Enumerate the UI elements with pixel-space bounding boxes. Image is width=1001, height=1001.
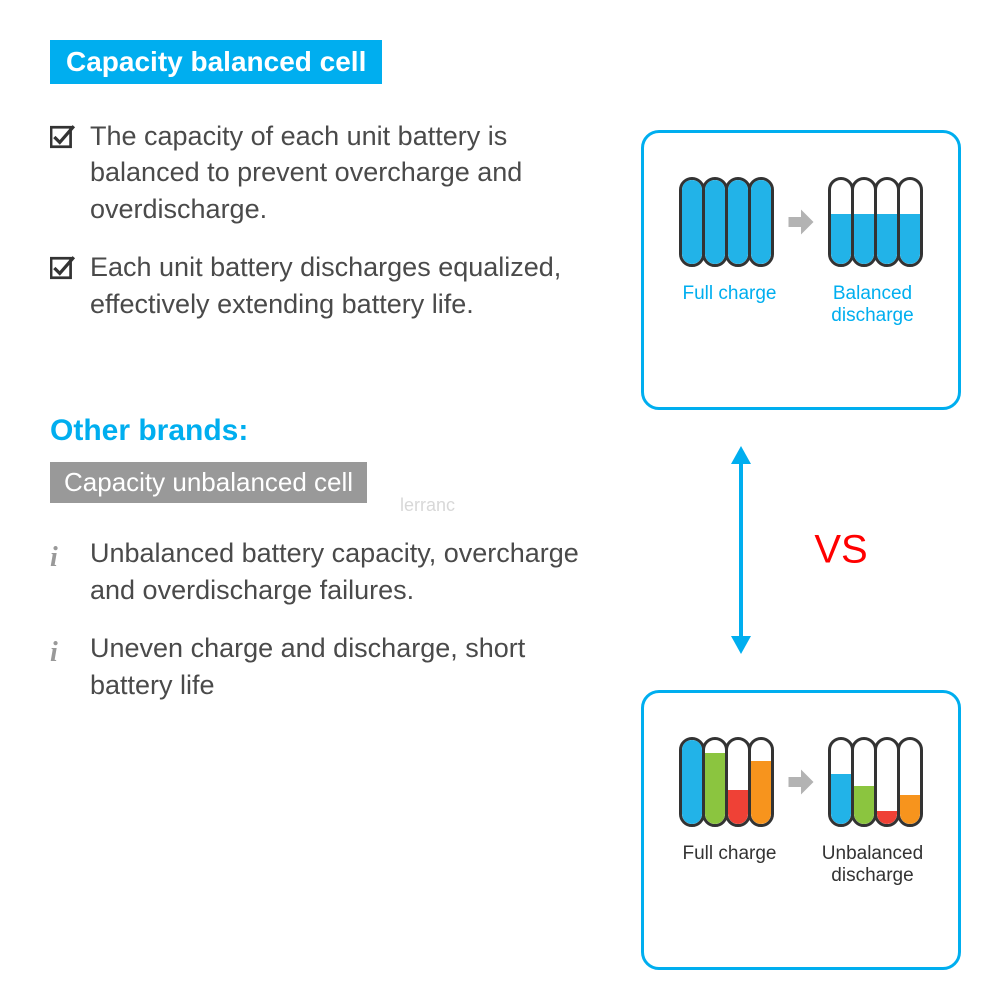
checkbox-icon bbox=[50, 255, 76, 281]
watermark: lerranc bbox=[400, 495, 455, 516]
cell-group-full bbox=[679, 737, 774, 827]
battery-cell bbox=[897, 177, 923, 267]
caption-left: Full charge bbox=[665, 843, 795, 887]
vs-label: VS bbox=[814, 528, 867, 573]
bullet-item: i Uneven charge and discharge, short bat… bbox=[50, 630, 610, 703]
unbalanced-bullets: i Unbalanced battery capacity, overcharg… bbox=[50, 535, 630, 703]
battery-cell bbox=[748, 737, 774, 827]
arrow-right-icon bbox=[786, 767, 816, 797]
cell-group-discharged bbox=[828, 737, 923, 827]
vs-arrows-icon bbox=[641, 440, 961, 660]
caption-left: Full charge bbox=[665, 283, 795, 327]
vs-block: VS bbox=[641, 440, 961, 660]
bullet-text: Each unit battery discharges equalized, … bbox=[90, 249, 610, 322]
balanced-diagram-panel: Full charge Balanced discharge bbox=[641, 130, 961, 410]
balanced-bullets: The capacity of each unit battery is bal… bbox=[50, 118, 630, 322]
battery-cell bbox=[748, 177, 774, 267]
balanced-title: Capacity balanced cell bbox=[50, 40, 382, 84]
unbalanced-diagram-panel: Full charge Unbalanced discharge bbox=[641, 690, 961, 970]
cell-group-discharged bbox=[828, 177, 923, 267]
bullet-item: i Unbalanced battery capacity, overcharg… bbox=[50, 535, 610, 608]
info-icon: i bbox=[50, 539, 76, 577]
arrow-right-icon bbox=[786, 207, 816, 237]
bullet-text: Unbalanced battery capacity, overcharge … bbox=[90, 535, 610, 608]
other-brands-heading: Other brands: bbox=[50, 414, 630, 448]
caption-right: Unbalanced discharge bbox=[808, 843, 938, 887]
caption-right: Balanced discharge bbox=[808, 283, 938, 327]
info-icon: i bbox=[50, 634, 76, 672]
bullet-text: Uneven charge and discharge, short batte… bbox=[90, 630, 610, 703]
bullet-item: The capacity of each unit battery is bal… bbox=[50, 118, 610, 227]
battery-cell bbox=[897, 737, 923, 827]
checkbox-icon bbox=[50, 124, 76, 150]
bullet-item: Each unit battery discharges equalized, … bbox=[50, 249, 610, 322]
unbalanced-title: Capacity unbalanced cell bbox=[50, 462, 367, 503]
cell-group-full bbox=[679, 177, 774, 267]
bullet-text: The capacity of each unit battery is bal… bbox=[90, 118, 610, 227]
